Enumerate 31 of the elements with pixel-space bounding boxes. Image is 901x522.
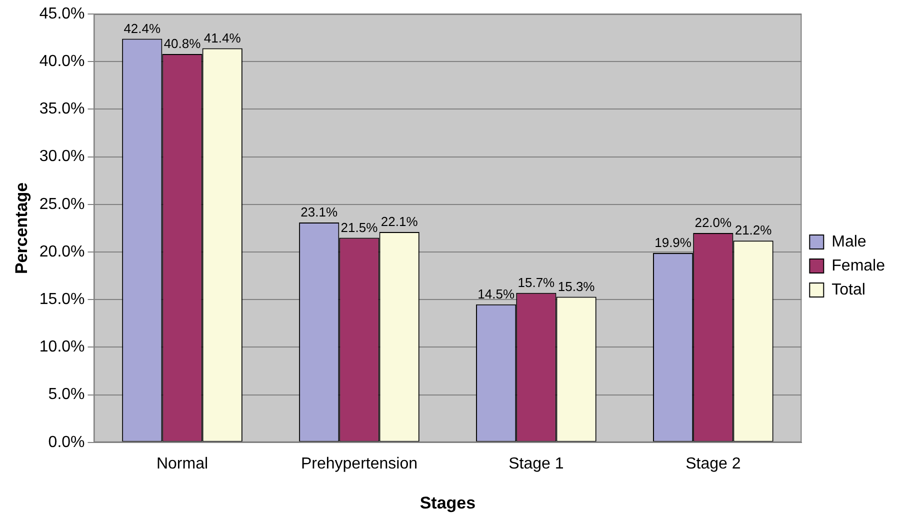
legend-label: Female	[832, 257, 886, 274]
data-label: 15.3%	[558, 278, 596, 294]
data-label: 21.5%	[340, 220, 378, 235]
x-tick-label: Prehypertension	[300, 455, 418, 472]
y-axis-title: Percentage	[12, 182, 31, 274]
x-axis-title: Stages	[420, 493, 476, 512]
data-label: 19.9%	[654, 235, 692, 250]
legend-label: Total	[832, 281, 866, 298]
y-tick-label: 25.0%	[39, 196, 85, 213]
x-tick-label: Normal	[156, 455, 208, 472]
x-tick-label: Stage 2	[686, 455, 741, 472]
data-label: 41.4%	[204, 30, 242, 46]
y-tick-label: 15.0%	[39, 291, 85, 308]
data-label: 22.0%	[694, 215, 732, 230]
data-label: 23.1%	[300, 204, 338, 220]
y-tick-label: 45.0%	[39, 5, 85, 22]
y-tick-label: 35.0%	[39, 100, 85, 118]
y-tick-label: 5.0%	[48, 386, 85, 404]
data-label: 22.1%	[380, 214, 418, 230]
y-tick-label: 30.0%	[39, 148, 85, 166]
y-tick-label: 0.0%	[48, 434, 85, 451]
data-label: 42.4%	[124, 20, 162, 36]
data-label: 21.2%	[734, 222, 772, 238]
x-tick-label: Stage 1	[508, 455, 564, 472]
data-label: 40.8%	[164, 36, 202, 52]
legend-label: Male	[832, 233, 866, 250]
y-tick-label: 10.0%	[39, 338, 85, 356]
y-tick-label: 20.0%	[39, 243, 85, 260]
data-label: 14.5%	[478, 286, 515, 302]
data-label: 15.7%	[518, 275, 556, 290]
y-tick-label: 40.0%	[39, 53, 85, 70]
